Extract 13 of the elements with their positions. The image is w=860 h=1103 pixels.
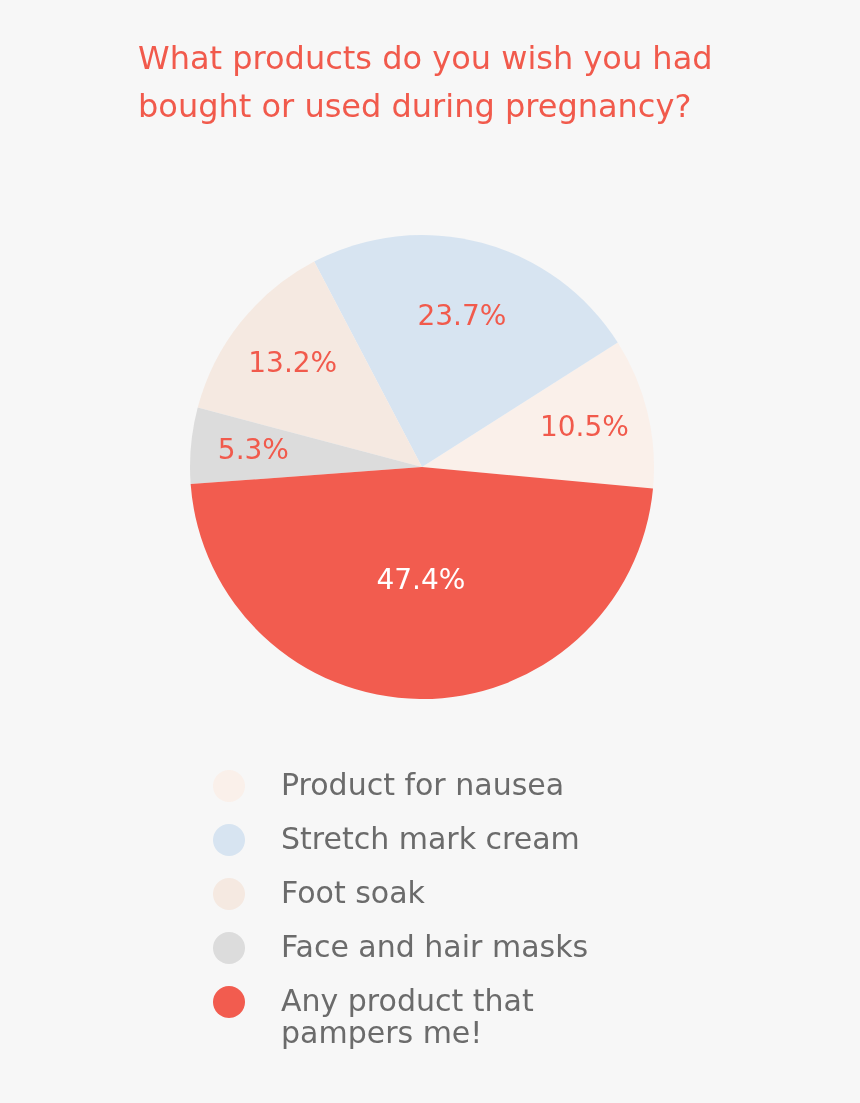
data-label: 23.7% <box>417 299 507 333</box>
data-label: 10.5% <box>539 409 629 443</box>
legend-label: Product for nausea <box>281 767 565 802</box>
pie-slice <box>190 467 654 699</box>
data-label: 13.2% <box>248 345 338 379</box>
data-label: 5.3% <box>217 433 289 467</box>
chart-title: What products do you wish you had bought or used during pregnancy? <box>138 39 713 125</box>
legend-label: Stretch mark cream <box>281 821 580 856</box>
pie-slice <box>190 407 422 485</box>
legend-label: Any product that pampers me! <box>281 983 534 1050</box>
legend-label: Foot soak <box>281 875 426 910</box>
data-label: 47.4% <box>376 562 466 596</box>
legend-label: Face and hair masks <box>281 929 589 964</box>
